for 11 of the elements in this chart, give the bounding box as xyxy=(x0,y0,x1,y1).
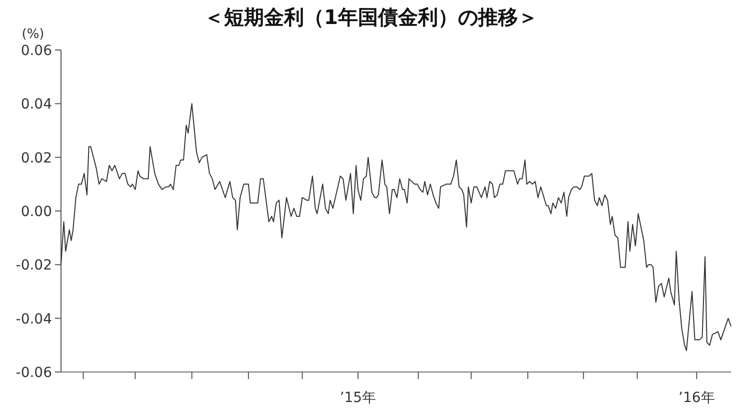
y-axis-title: (%) xyxy=(22,27,44,42)
x-tick-label: ’15年 xyxy=(340,390,376,406)
y-tick-label: -0.02 xyxy=(16,258,52,274)
chart-title: ＜短期金利（1年国債金利）の推移＞ xyxy=(204,5,538,29)
y-tick-label: -0.06 xyxy=(16,365,52,381)
x-tick-label: ’16年 xyxy=(678,390,715,406)
y-tick-label: -0.04 xyxy=(16,311,52,328)
y-tick-label: 0.06 xyxy=(20,43,52,59)
y-tick-label: 0.00 xyxy=(20,204,52,220)
y-tick-label: 0.02 xyxy=(20,150,52,166)
y-tick-label: 0.04 xyxy=(20,96,52,113)
